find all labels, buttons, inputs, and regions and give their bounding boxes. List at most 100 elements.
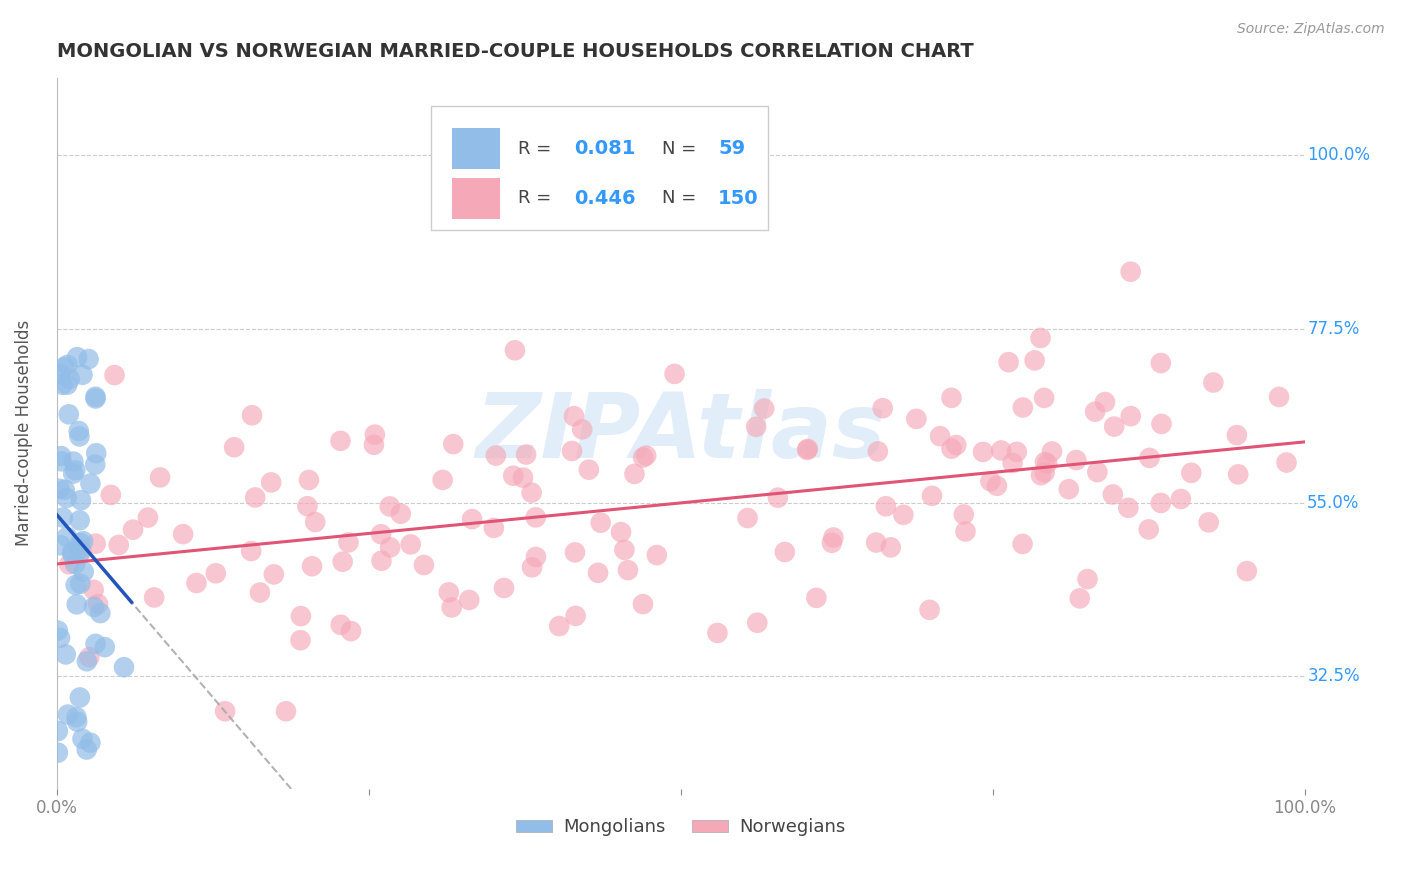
- Point: [56, 530, 79, 544]
- Point: [112, 660, 135, 674]
- Point: [298, 473, 321, 487]
- Point: [214, 704, 236, 718]
- Point: [301, 559, 323, 574]
- Point: [972, 445, 994, 459]
- Point: [747, 615, 769, 630]
- Point: [437, 585, 460, 599]
- Point: [502, 468, 524, 483]
- Point: [737, 511, 759, 525]
- Point: [56, 377, 79, 392]
- Point: [623, 467, 645, 481]
- Point: [1236, 564, 1258, 578]
- Point: [60, 545, 83, 559]
- Point: [997, 355, 1019, 369]
- Point: [172, 527, 194, 541]
- Point: [84, 392, 107, 406]
- Point: [941, 391, 963, 405]
- Point: [905, 412, 928, 426]
- Point: [806, 591, 828, 605]
- FancyBboxPatch shape: [453, 178, 499, 219]
- Point: [564, 608, 586, 623]
- Point: [83, 599, 105, 614]
- Point: [564, 545, 586, 559]
- Point: [766, 491, 789, 505]
- Text: 55.0%: 55.0%: [1308, 493, 1360, 512]
- Point: [571, 422, 593, 436]
- Point: [66, 714, 89, 729]
- Point: [485, 449, 508, 463]
- Point: [1101, 487, 1123, 501]
- Point: [524, 549, 547, 564]
- Point: [70, 544, 93, 558]
- Point: [1085, 465, 1108, 479]
- Point: [290, 609, 312, 624]
- Point: [1011, 537, 1033, 551]
- Point: [370, 527, 392, 541]
- Point: [67, 424, 90, 438]
- Point: [65, 710, 87, 724]
- Point: [58, 558, 80, 572]
- Point: [1024, 353, 1046, 368]
- Point: [122, 523, 145, 537]
- Point: [1227, 467, 1250, 482]
- Point: [520, 560, 543, 574]
- Point: [1268, 390, 1291, 404]
- Point: [274, 704, 297, 718]
- Point: [76, 654, 98, 668]
- Point: [49, 449, 72, 463]
- Point: [1076, 572, 1098, 586]
- Point: [929, 429, 952, 443]
- Text: R =: R =: [519, 140, 557, 158]
- Point: [332, 555, 354, 569]
- Point: [243, 491, 266, 505]
- Point: [1119, 265, 1142, 279]
- Point: [63, 557, 86, 571]
- Point: [865, 535, 887, 549]
- Point: [1005, 445, 1028, 459]
- Point: [986, 479, 1008, 493]
- Point: [73, 565, 96, 579]
- Point: [79, 476, 101, 491]
- Point: [304, 515, 326, 529]
- Point: [79, 736, 101, 750]
- Point: [461, 512, 484, 526]
- Point: [796, 442, 818, 457]
- Point: [69, 513, 91, 527]
- Point: [77, 352, 100, 367]
- Point: [69, 542, 91, 557]
- Point: [520, 485, 543, 500]
- Point: [482, 521, 505, 535]
- Point: [441, 437, 464, 451]
- Point: [1001, 456, 1024, 470]
- Text: N =: N =: [662, 189, 702, 208]
- Point: [49, 367, 72, 381]
- Point: [1202, 376, 1225, 390]
- Point: [290, 633, 312, 648]
- Point: [1029, 468, 1052, 483]
- Text: R =: R =: [519, 189, 557, 208]
- Point: [79, 650, 101, 665]
- Point: [329, 434, 352, 448]
- Text: Source: ZipAtlas.com: Source: ZipAtlas.com: [1237, 22, 1385, 37]
- Point: [548, 619, 571, 633]
- Point: [1011, 401, 1033, 415]
- Point: [249, 585, 271, 599]
- Point: [1275, 456, 1298, 470]
- Point: [66, 598, 89, 612]
- Point: [84, 390, 107, 404]
- Point: [53, 360, 76, 375]
- Point: [69, 690, 91, 705]
- Point: [773, 545, 796, 559]
- Point: [1180, 466, 1202, 480]
- Text: 100.0%: 100.0%: [1308, 146, 1371, 164]
- Point: [84, 458, 107, 472]
- Point: [51, 454, 73, 468]
- Point: [51, 377, 73, 392]
- Point: [880, 541, 903, 555]
- Point: [413, 558, 436, 572]
- Point: [66, 350, 89, 364]
- Point: [918, 603, 941, 617]
- Point: [1150, 417, 1173, 431]
- Point: [87, 597, 110, 611]
- Point: [503, 343, 526, 358]
